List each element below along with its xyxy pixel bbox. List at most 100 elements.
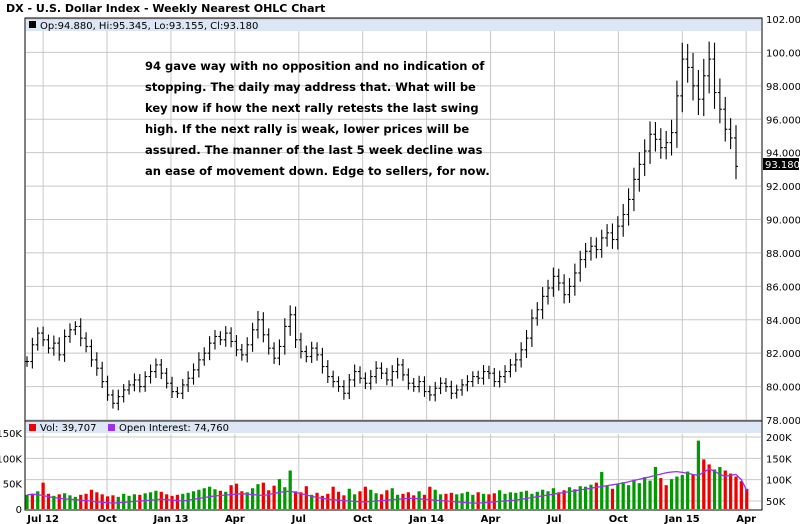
volume-bar bbox=[390, 488, 394, 509]
ohlc-bar bbox=[556, 268, 561, 291]
ohlc-bar bbox=[422, 376, 427, 397]
volume-bar bbox=[562, 490, 566, 509]
volume-bar bbox=[122, 493, 126, 509]
ohlc-bar bbox=[427, 385, 432, 401]
note-line: assured. The manner of the last 5 week d… bbox=[145, 143, 483, 157]
volume-bar bbox=[293, 491, 298, 509]
oi-tick-label: 200K bbox=[766, 433, 792, 444]
ohlc-bar bbox=[229, 327, 234, 348]
volume-bar bbox=[379, 494, 384, 509]
ohlc-bar bbox=[309, 341, 314, 363]
ohlc-bar bbox=[610, 223, 615, 249]
volume-bar bbox=[202, 488, 206, 509]
volume-bar bbox=[541, 489, 545, 509]
ohlc-bar bbox=[272, 342, 277, 365]
volume-bar bbox=[594, 482, 598, 509]
time-tick-label: Jan 15 bbox=[664, 514, 700, 524]
ohlc-bar bbox=[46, 334, 51, 354]
volume-bar bbox=[680, 475, 684, 509]
ohlc-bar bbox=[546, 279, 551, 305]
ohlc-bar bbox=[658, 128, 663, 159]
ohlc-bar bbox=[460, 379, 465, 396]
ohlc-bar bbox=[196, 352, 201, 378]
ohlc-bar bbox=[578, 250, 583, 282]
last-price-badge-bg bbox=[763, 158, 799, 170]
volume-tick-label: 50K bbox=[3, 480, 23, 491]
ohlc-bar bbox=[41, 326, 46, 347]
volume-bar bbox=[691, 474, 695, 509]
ohlc-bar bbox=[701, 58, 706, 117]
volume-bar bbox=[471, 494, 475, 509]
ohlc-bar bbox=[110, 389, 115, 409]
ohlc-bar bbox=[336, 376, 341, 392]
ohlc-bar bbox=[631, 167, 636, 212]
price-tick-label: 98.000 bbox=[766, 82, 800, 93]
ohlc-bar bbox=[411, 377, 416, 392]
oi-legend-swatch bbox=[108, 424, 115, 431]
volume-legend-swatch bbox=[29, 424, 36, 431]
ohlc-bar bbox=[320, 347, 325, 374]
volume-bar bbox=[557, 492, 561, 509]
ohlc-bar bbox=[261, 312, 266, 343]
volume-bar bbox=[476, 492, 480, 509]
ohlc-bar bbox=[67, 323, 72, 343]
volume-bar bbox=[648, 480, 652, 509]
ohlc-bar bbox=[223, 326, 228, 347]
time-tick-label: Jan 14 bbox=[408, 514, 444, 524]
ohlc-bar bbox=[127, 380, 132, 395]
ohlc-bar bbox=[583, 243, 588, 268]
ohlc-bar bbox=[100, 361, 105, 389]
volume-bar bbox=[159, 491, 163, 509]
ohlc-bar bbox=[352, 364, 357, 387]
ohlc-bar bbox=[572, 263, 577, 296]
price-series bbox=[25, 41, 738, 411]
ohlc-bar bbox=[707, 41, 712, 94]
ohlc-bar bbox=[331, 370, 336, 388]
ohlc-bar bbox=[212, 330, 217, 350]
volume-bar bbox=[632, 479, 636, 509]
ohlc-bar bbox=[648, 121, 653, 164]
ohlc-bar bbox=[492, 367, 497, 387]
volume-bar bbox=[723, 470, 727, 509]
volume-bar bbox=[36, 491, 40, 509]
volume-bar bbox=[621, 482, 625, 509]
volume-bar bbox=[530, 493, 534, 509]
ohlc-bar bbox=[25, 356, 29, 367]
volume-bar bbox=[288, 470, 292, 509]
ohlc-bar bbox=[664, 130, 669, 160]
ohlc-bar bbox=[94, 352, 99, 376]
oi-tick-label: 50K bbox=[766, 497, 786, 508]
ohlc-bar bbox=[57, 337, 62, 361]
volume-bar bbox=[79, 494, 83, 509]
price-tick-label: 80.000 bbox=[766, 383, 800, 394]
ohlc-bar bbox=[374, 361, 379, 384]
ohlc-bar bbox=[62, 329, 67, 362]
ohlc-bar bbox=[239, 343, 244, 361]
volume-bar bbox=[369, 489, 373, 509]
volume-bar bbox=[299, 492, 303, 509]
ohlc-legend-swatch bbox=[29, 21, 36, 28]
time-tick-label: Jul 12 bbox=[26, 514, 59, 524]
ohlc-bar bbox=[443, 377, 448, 392]
ohlc-bar bbox=[728, 118, 733, 150]
volume-bar bbox=[89, 489, 94, 509]
volume-bar bbox=[589, 484, 593, 509]
ohlc-bar bbox=[454, 384, 459, 399]
volume-bar bbox=[481, 493, 486, 509]
ohlc-bar bbox=[89, 339, 94, 367]
ohlc-bar bbox=[503, 365, 508, 383]
ohlc-bar bbox=[180, 379, 185, 400]
ohlc-bar bbox=[717, 78, 722, 124]
volume-bar bbox=[524, 490, 529, 509]
ohlc-bar bbox=[218, 331, 223, 346]
price-tick-label: 90.000 bbox=[766, 216, 800, 227]
time-tick-label: Jul bbox=[546, 514, 561, 524]
volume-header-band bbox=[26, 422, 761, 433]
volume-bar bbox=[428, 486, 432, 509]
ohlc-bar bbox=[465, 375, 470, 392]
time-tick-label: Jan 13 bbox=[152, 514, 188, 524]
ohlc-bar bbox=[368, 370, 373, 390]
ohlc-bar bbox=[277, 339, 282, 366]
volume-bar bbox=[84, 493, 88, 509]
grid bbox=[26, 18, 761, 509]
